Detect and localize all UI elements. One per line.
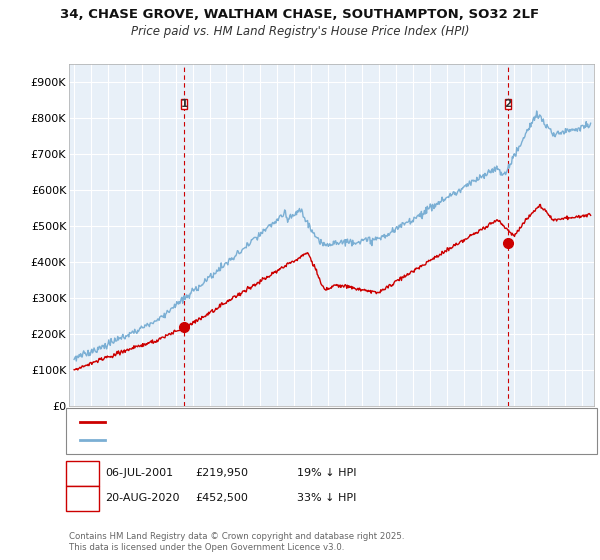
Text: Price paid vs. HM Land Registry's House Price Index (HPI): Price paid vs. HM Land Registry's House … [131,25,469,38]
Text: 33% ↓ HPI: 33% ↓ HPI [297,493,356,503]
Text: £219,950: £219,950 [195,468,248,478]
Text: 06-JUL-2001: 06-JUL-2001 [105,468,173,478]
Text: HPI: Average price, detached house, Winchester: HPI: Average price, detached house, Winc… [110,435,350,445]
Text: Contains HM Land Registry data © Crown copyright and database right 2025.
This d: Contains HM Land Registry data © Crown c… [69,532,404,552]
Text: 2: 2 [79,493,86,503]
Text: 34, CHASE GROVE, WALTHAM CHASE, SOUTHAMPTON, SO32 2LF (detached house): 34, CHASE GROVE, WALTHAM CHASE, SOUTHAMP… [110,417,522,427]
FancyBboxPatch shape [181,99,187,109]
Text: 20-AUG-2020: 20-AUG-2020 [105,493,179,503]
Text: 1: 1 [181,99,188,109]
Text: 34, CHASE GROVE, WALTHAM CHASE, SOUTHAMPTON, SO32 2LF: 34, CHASE GROVE, WALTHAM CHASE, SOUTHAMP… [61,8,539,21]
Text: £452,500: £452,500 [195,493,248,503]
Text: 1: 1 [79,468,86,478]
FancyBboxPatch shape [505,99,511,109]
Text: 2: 2 [505,99,512,109]
Text: 19% ↓ HPI: 19% ↓ HPI [297,468,356,478]
